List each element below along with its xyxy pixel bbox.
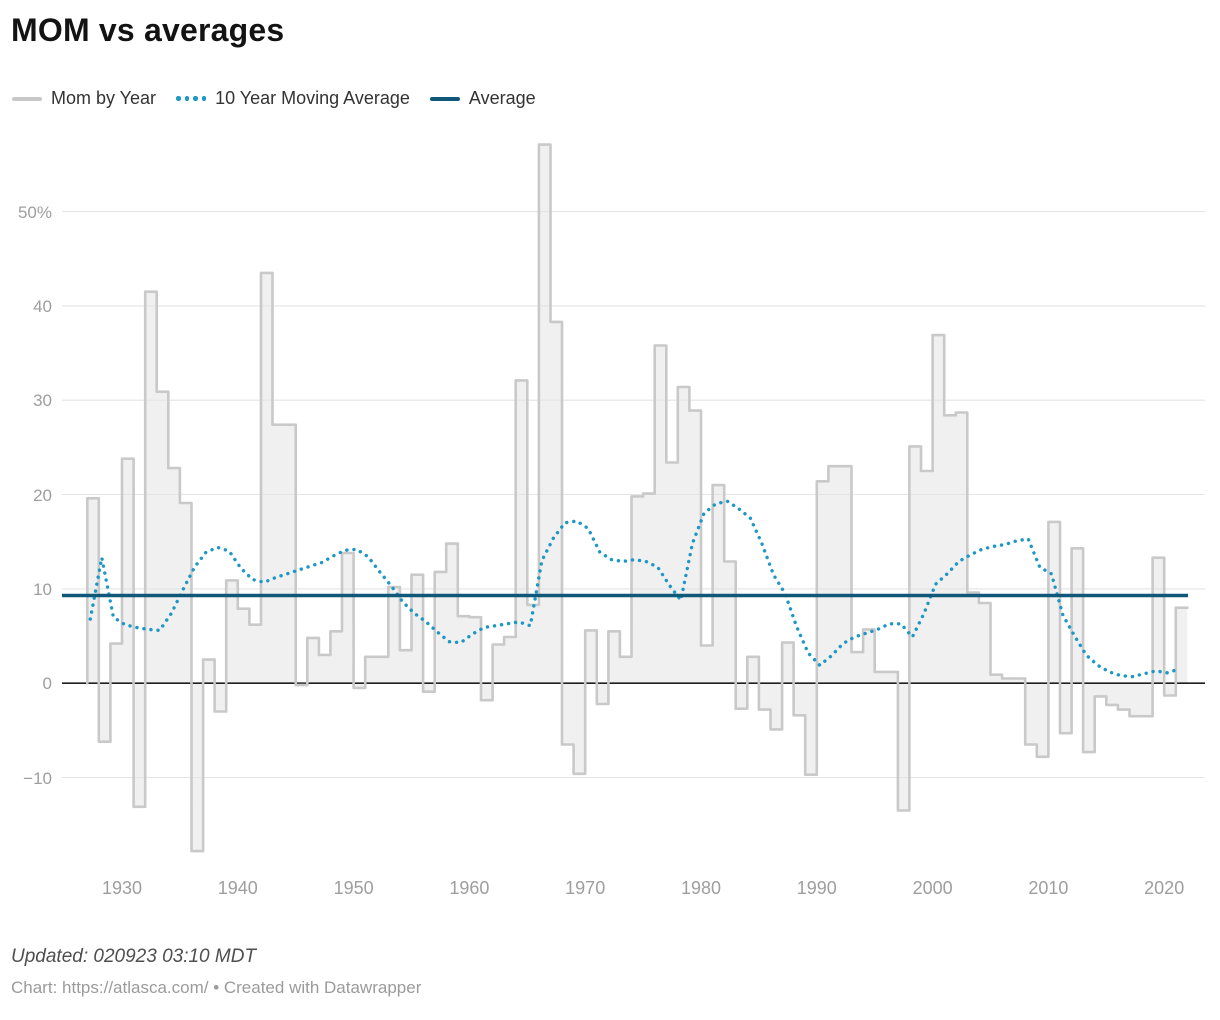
legend-item-mom-by-year: Mom by Year (12, 88, 156, 109)
mom-step-area (87, 144, 1188, 852)
footer: Updated: 020923 03:10 MDT Chart: https:/… (11, 946, 421, 998)
legend-label-moving-average: 10 Year Moving Average (215, 88, 410, 108)
legend: Mom by Year 10 Year Moving Average Avera… (12, 88, 536, 109)
x-tick-label: 1980 (680, 878, 722, 898)
y-tick-label: 0 (42, 674, 52, 694)
x-tick-label: 2010 (1028, 878, 1069, 898)
y-tick-label: 20 (33, 485, 52, 505)
x-tick-label: 1970 (565, 878, 606, 898)
y-tick-label: 30 (33, 391, 52, 411)
x-tick-label: 1940 (217, 878, 258, 898)
dark-solid-swatch-icon (429, 96, 460, 101)
chart-title: MOM vs averages (11, 12, 285, 48)
x-tick-label: 2020 (1144, 878, 1185, 898)
legend-item-moving-average: 10 Year Moving Average (176, 88, 410, 109)
y-tick-label: 40 (33, 296, 52, 316)
blue-dotted-swatch-icon (176, 96, 207, 101)
x-tick-label: 1990 (796, 878, 837, 898)
y-tick-label: 10 (33, 579, 52, 599)
x-tick-label: 1950 (333, 878, 374, 898)
gray-line-swatch-icon (12, 96, 42, 101)
y-tick-label: 50% (17, 202, 52, 222)
legend-label-average: Average (468, 88, 536, 108)
x-tick-label: 1960 (449, 878, 490, 898)
legend-item-average: Average (429, 88, 536, 109)
y-tick-label: −10 (23, 768, 52, 788)
legend-label-mom-by-year: Mom by Year (51, 88, 157, 108)
x-tick-label: 2000 (912, 878, 953, 898)
updated-note: Updated: 020923 03:10 MDT (11, 946, 257, 967)
mom-step-line (86, 143, 1189, 853)
x-tick-label: 1930 (101, 878, 143, 898)
credit-note: Chart: https://atlasca.com/ • Created wi… (11, 978, 422, 997)
